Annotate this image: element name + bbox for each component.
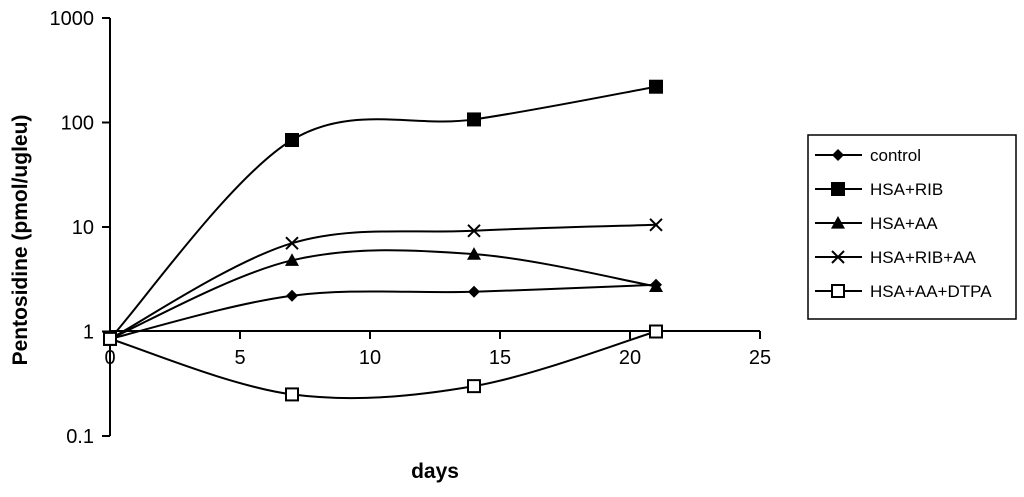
- series-layer: [103, 79, 663, 402]
- y-tick-label: 0.1: [66, 426, 94, 448]
- y-tick-label: 10: [72, 217, 94, 239]
- series-control: [104, 278, 662, 345]
- legend-marker: [832, 149, 844, 161]
- data-point: [467, 224, 481, 238]
- legend-label: HSA+AA+DTPA: [870, 282, 992, 301]
- series-line: [109, 223, 657, 340]
- data-point: [285, 133, 299, 148]
- x-axis-title: days: [411, 460, 459, 483]
- data-point: [467, 379, 481, 394]
- legend-items: control HSA+RIB HSA+AA HSA+RIB+AA HSA+AA+DTP…: [815, 146, 992, 301]
- y-tick-label: 1: [83, 322, 94, 344]
- y-ticks: 0.1 1 10 100 1000: [50, 8, 110, 448]
- data-point: [286, 289, 298, 302]
- y-tick-label: 100: [61, 113, 94, 135]
- legend: control HSA+RIB HSA+AA HSA+RIB+AA HSA+AA+DTP…: [807, 134, 1017, 320]
- legend-marker: [831, 250, 845, 264]
- y-axis-title: Pentosidine (pmol/ugleu): [9, 115, 32, 366]
- x-tick-label: 10: [359, 347, 381, 369]
- data-point: [285, 253, 299, 266]
- data-point: [285, 236, 299, 250]
- series-line: [109, 249, 657, 340]
- data-point: [467, 112, 481, 127]
- legend-marker: [831, 216, 845, 229]
- data-point: [649, 324, 663, 339]
- data-point: [649, 218, 663, 232]
- series-line: [109, 283, 657, 340]
- data-point: [103, 331, 117, 346]
- y-tick-label: 1000: [50, 8, 95, 30]
- legend-label: control: [870, 146, 921, 165]
- data-point: [467, 247, 481, 260]
- data-point: [468, 285, 480, 298]
- legend-label: HSA+AA: [870, 214, 938, 233]
- x-ticks: 0 5 10 15 20 25: [104, 331, 771, 369]
- legend-item: HSA+RIB+AA: [815, 248, 976, 267]
- series-hsa-rib: [103, 79, 663, 346]
- x-tick-label: 5: [234, 347, 245, 369]
- series-hsa-aa: [103, 247, 663, 345]
- legend-item: HSA+RIB: [815, 180, 943, 199]
- series-line: [109, 85, 657, 340]
- series-line: [109, 330, 657, 400]
- legend-label: HSA+RIB+AA: [870, 248, 976, 267]
- legend-item: HSA+AA+DTPA: [815, 282, 992, 301]
- x-tick-label: 20: [619, 347, 641, 369]
- legend-marker: [831, 284, 845, 298]
- legend-label: HSA+RIB: [870, 180, 943, 199]
- x-tick-label: 25: [749, 347, 771, 369]
- x-tick-label: 0: [104, 347, 115, 369]
- legend-item: HSA+AA: [815, 214, 938, 233]
- legend-marker: [831, 182, 845, 196]
- legend-item: control: [815, 146, 921, 165]
- data-point: [285, 387, 299, 402]
- series-hsa-aa-dtpa: [103, 324, 663, 402]
- data-point: [649, 279, 663, 293]
- data-point: [649, 79, 663, 94]
- x-tick-label: 15: [489, 347, 511, 369]
- series-hsa-rib-aa: [103, 218, 663, 346]
